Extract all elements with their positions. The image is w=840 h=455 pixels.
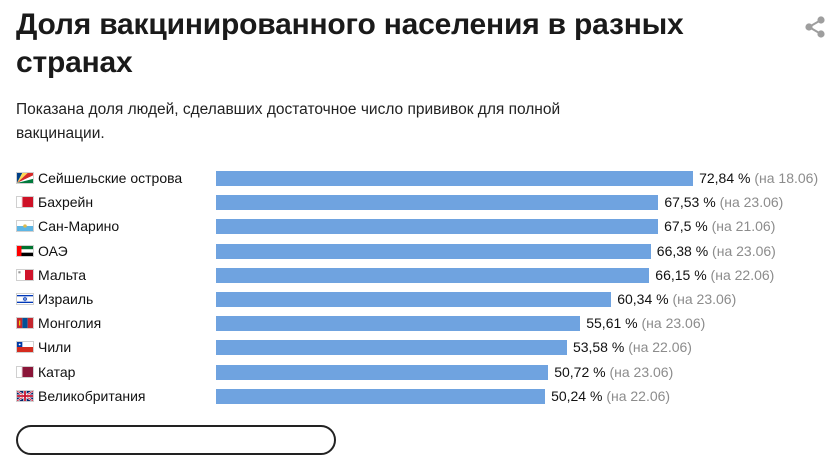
value-label: 67,53 %: [664, 194, 716, 211]
data-label: 53,58 % (на 22.06): [573, 337, 692, 357]
data-label: 67,53 % (на 23.06): [664, 192, 783, 212]
date-label: (на 23.06): [672, 291, 737, 307]
uae-flag: [16, 244, 34, 257]
bar-row: Мальта 66,15 % (на 22.06): [0, 263, 840, 287]
data-label: 72,84 % (на 18.06): [699, 168, 818, 188]
data-label: 60,34 % (на 23.06): [617, 289, 736, 309]
seychelles-flag: [16, 172, 34, 184]
value-label: 67,5 %: [664, 218, 708, 235]
bar: [216, 219, 659, 235]
category-label: Сан-Марино: [38, 218, 120, 235]
data-label: 66,38 % (на 23.06): [657, 241, 776, 261]
date-label: (на 22.06): [710, 266, 775, 283]
date-label: (на 18.06): [754, 170, 819, 186]
value-label: 60,34 %: [617, 291, 669, 307]
category-label: Чили: [38, 339, 72, 356]
category-label: ОАЭ: [38, 242, 68, 259]
bar: [216, 171, 694, 186]
category-label: Сейшельские острова: [38, 170, 183, 186]
israel-flag: [16, 293, 34, 305]
category-label: Мальта: [38, 266, 87, 283]
data-label: 50,72 % (на 23.06): [554, 362, 673, 382]
date-label: (на 23.06): [712, 242, 776, 259]
bar: [216, 364, 549, 380]
date-label: (на 22.06): [628, 339, 692, 356]
value-label: 50,24 %: [551, 387, 603, 404]
bahrain-flag: [16, 196, 34, 209]
value-label: 72,84 %: [699, 170, 751, 186]
data-label: 66,15 % (на 22.06): [655, 265, 774, 285]
bar: [216, 243, 651, 259]
value-label: 50,72 %: [554, 363, 606, 380]
more-button[interactable]: [16, 425, 336, 455]
value-label: 66,38 %: [656, 242, 709, 259]
bar: [216, 195, 659, 211]
bar-row: Катар 50,72 % (на 23.06): [0, 360, 840, 384]
data-label: 50,24 % (на 22.06): [551, 386, 670, 406]
value-label: 66,15 %: [655, 266, 707, 283]
uk-flag: [16, 389, 34, 402]
chart-subtitle: Показана доля людей, сделавших достаточн…: [16, 101, 561, 142]
bar-row: Бахрейн 67,53 % (на 23.06): [0, 190, 840, 214]
bar-row: Монголия 55,61 % (на 23.06): [0, 311, 840, 335]
value-label: 53,58 %: [572, 339, 625, 356]
date-label: (на 21.06): [711, 218, 776, 235]
bar-row: Сейшельские острова 72,84 % (на 18.06): [0, 166, 840, 190]
san-marino-flag: [16, 220, 34, 233]
data-label: 67,5 % (на 21.06): [664, 216, 775, 236]
bar: [216, 316, 581, 332]
bar-row: Великобритания 50,24 % (на 22.06): [0, 384, 840, 408]
category-label: Израиль: [38, 291, 94, 307]
bar-row: Израиль 60,34 % (на 23.06): [0, 287, 840, 311]
date-label: (на 23.06): [641, 315, 706, 332]
chile-flag: [16, 341, 34, 354]
data-label: 55,61 % (на 23.06): [586, 313, 705, 333]
bar: [216, 388, 546, 404]
category-label: Бахрейн: [38, 194, 94, 211]
qatar-flag: [16, 365, 34, 378]
page-title: Доля вакцинированного населения в разных…: [16, 8, 684, 79]
bar-row: ОАЭ 66,38 % (на 23.06): [0, 239, 840, 263]
bar: [216, 292, 612, 307]
category-label: Монголия: [38, 315, 102, 332]
date-label: (на 23.06): [609, 363, 674, 380]
mongolia-flag: [16, 317, 34, 330]
date-label: (на 22.06): [606, 387, 671, 404]
value-label: 55,61 %: [586, 315, 638, 332]
category-label: Великобритания: [38, 387, 146, 404]
bar-row: Чили 53,58 % (на 22.06): [0, 335, 840, 359]
date-label: (на 23.06): [719, 194, 784, 211]
malta-flag: [16, 268, 34, 281]
bar-row: Сан-Марино 67,5 % (на 21.06): [0, 214, 840, 238]
bar: [216, 267, 650, 283]
bar: [216, 340, 567, 356]
category-label: Катар: [38, 363, 76, 380]
share-button[interactable]: [800, 12, 830, 42]
share-icon: [805, 16, 825, 38]
